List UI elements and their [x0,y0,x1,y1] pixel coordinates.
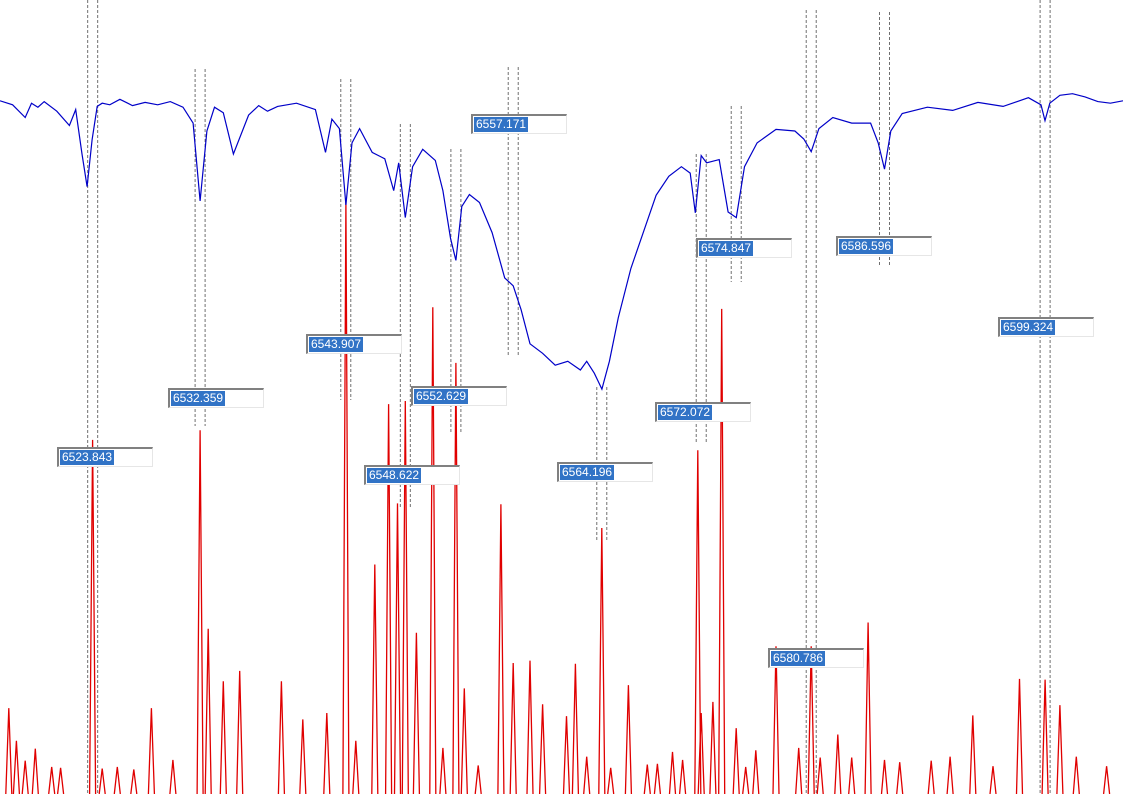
synthetic-line-peak [299,719,307,794]
synthetic-line-peak [772,646,780,794]
peak-label-box[interactable]: 6572.072 [655,402,751,422]
synthetic-line-peak [88,439,97,794]
synthetic-line-peak [12,740,21,794]
peak-label-text: 6599.324 [1001,320,1056,335]
peak-label-text: 6574.847 [699,241,754,256]
synthetic-line-peak [732,728,740,794]
synthetic-line-peak [352,740,360,794]
synthetic-line-peak [196,430,204,794]
synthetic-line-peak [583,756,591,794]
synthetic-line-peak [412,632,421,794]
observed-spectrum-line [0,93,1123,391]
synthetic-line-peak [816,757,824,794]
synthetic-line-peak [896,762,904,794]
synthetic-line-peak [607,767,615,794]
peak-label-text: 6557.171 [474,117,529,132]
peak-label-box[interactable]: 6523.843 [57,447,153,467]
synthetic-line-peak [807,646,815,794]
peak-label-box[interactable]: 6586.596 [836,236,932,256]
peak-label-text: 6572.072 [658,405,713,420]
synthetic-line-peak [393,503,402,794]
synthetic-line-peak [1072,756,1080,794]
synthetic-line-peak [323,712,331,794]
synthetic-line-peak [989,766,997,794]
synthetic-line-peak [653,763,662,794]
synthetic-line-peak [562,716,571,794]
peak-label-box[interactable]: 6552.629 [411,386,507,406]
synthetic-line-peak [384,404,393,794]
synthetic-line-peak [709,701,717,794]
synthetic-line-peak [1102,766,1111,794]
synthetic-line-peak [1056,705,1064,794]
peak-label-text: 6523.843 [60,450,115,465]
synthetic-line-peak [452,362,460,794]
synthetic-line-peak [371,564,379,794]
synthetic-line-peak [742,766,750,794]
synthetic-line-peak [429,307,437,794]
synthetic-line-peak [113,766,121,794]
synthetic-line-peak [668,751,677,794]
synthetic-line-peak [571,663,580,794]
synthetic-line-peak [21,760,29,794]
synthetic-line-peak [538,704,547,794]
peak-label-box[interactable]: 6532.359 [168,388,264,408]
synthetic-line-peak [927,760,935,794]
synthetic-line-peak [969,715,977,794]
peak-label-box[interactable]: 6543.907 [306,334,402,354]
synthetic-line-peak [1015,678,1024,794]
peak-label-text: 6552.629 [414,389,469,404]
synthetic-line-peak [219,681,227,794]
peak-label-box[interactable]: 6557.171 [471,114,567,134]
synthetic-line-peak [694,450,702,794]
peak-label-text: 6586.596 [839,239,894,254]
synthetic-line-peak [526,660,534,794]
peak-label-box[interactable]: 6580.786 [768,648,864,668]
peak-label-box[interactable]: 6599.324 [998,317,1094,337]
synthetic-line-peak [147,708,156,794]
peak-label-text: 6543.907 [309,337,364,352]
peak-label-text: 6532.359 [171,391,226,406]
synthetic-line-peak [598,527,606,794]
synthetic-line-peak [880,759,889,794]
synthetic-line-peak [204,628,212,794]
synthetic-line-peak [678,759,687,794]
synthetic-line-peak [169,759,177,794]
peak-label-box[interactable]: 6564.196 [557,462,653,482]
synthetic-line-peak [497,504,505,794]
synthetic-line-peak [48,766,56,794]
synthetic-line-peak [718,308,726,794]
synthetic-line-peak [752,750,760,794]
synthetic-line-peak [864,622,872,794]
synthetic-line-peak [946,756,954,794]
peak-label-box[interactable]: 6548.622 [364,465,460,485]
synthetic-line-series [5,200,1111,794]
synthetic-line-peak [401,400,409,794]
synthetic-line-peak [56,767,65,794]
synthetic-line-peak [624,685,633,794]
synthetic-line-peak [643,764,651,794]
synthetic-line-peak [439,747,447,794]
synthetic-line-peak [236,670,244,794]
synthetic-line-peak [5,708,13,794]
synthetic-line-peak [509,662,517,794]
peak-label-box[interactable]: 6574.847 [696,238,792,258]
synthetic-line-peak [460,688,468,794]
synthetic-line-peak [31,748,39,794]
synthetic-line-peak [474,765,482,794]
synthetic-line-peak [795,747,803,794]
synthetic-line-peak [277,681,286,794]
peak-label-text: 6564.196 [560,465,615,480]
peak-label-text: 6580.786 [771,651,826,666]
synthetic-line-peak [130,769,138,794]
synthetic-line-peak [98,768,106,794]
synthetic-line-peak [834,734,842,794]
synthetic-line-peak [342,200,350,794]
synthetic-line-peak [848,757,856,794]
synthetic-line-peak [1041,679,1049,794]
synthetic-line-peak [697,712,705,794]
peak-label-text: 6548.622 [367,468,422,483]
